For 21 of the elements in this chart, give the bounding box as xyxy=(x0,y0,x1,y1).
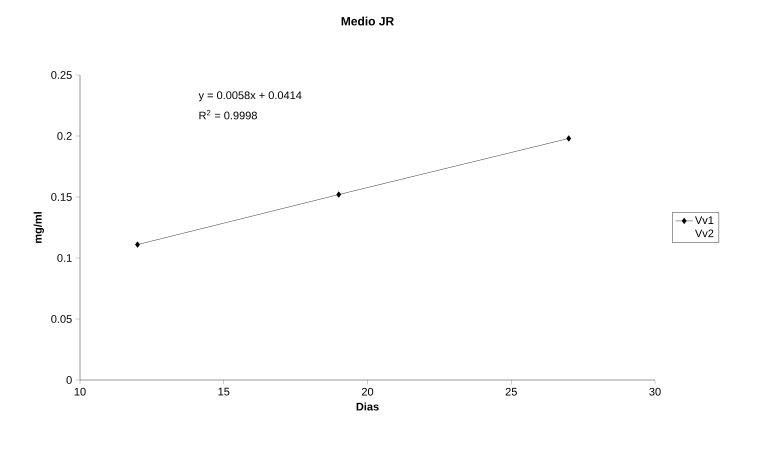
legend-label: Vv1 xyxy=(694,216,714,224)
x-tick-label: 25 xyxy=(506,388,517,396)
annotation: R$^{2}$ = 0.9998 xyxy=(199,110,257,120)
point xyxy=(135,241,140,248)
y-tick-label: 0.05 xyxy=(51,315,72,323)
text: Vv2 xyxy=(694,229,714,238)
y-axis-title: mg/ml xyxy=(34,212,44,243)
point xyxy=(336,191,342,198)
x-tick-label: 20 xyxy=(362,388,374,396)
y-tick-label: 0.25 xyxy=(51,71,72,79)
x-tick-label: 15 xyxy=(218,388,230,396)
x-tick-label: 10 xyxy=(74,388,86,396)
annotation: y = 0.0058x + 0.0414 xyxy=(198,91,302,102)
y-tick-label: 0.2 xyxy=(57,132,72,140)
y-tick-label: 0 xyxy=(66,376,72,384)
x-axis-title: Dias xyxy=(356,402,379,411)
x-tick-label: 30 xyxy=(649,388,661,396)
chart-title: Medio JR xyxy=(342,16,394,26)
point xyxy=(566,135,572,142)
y-tick-label: 0.15 xyxy=(51,193,72,201)
y-tick-label: 0.1 xyxy=(57,254,72,262)
